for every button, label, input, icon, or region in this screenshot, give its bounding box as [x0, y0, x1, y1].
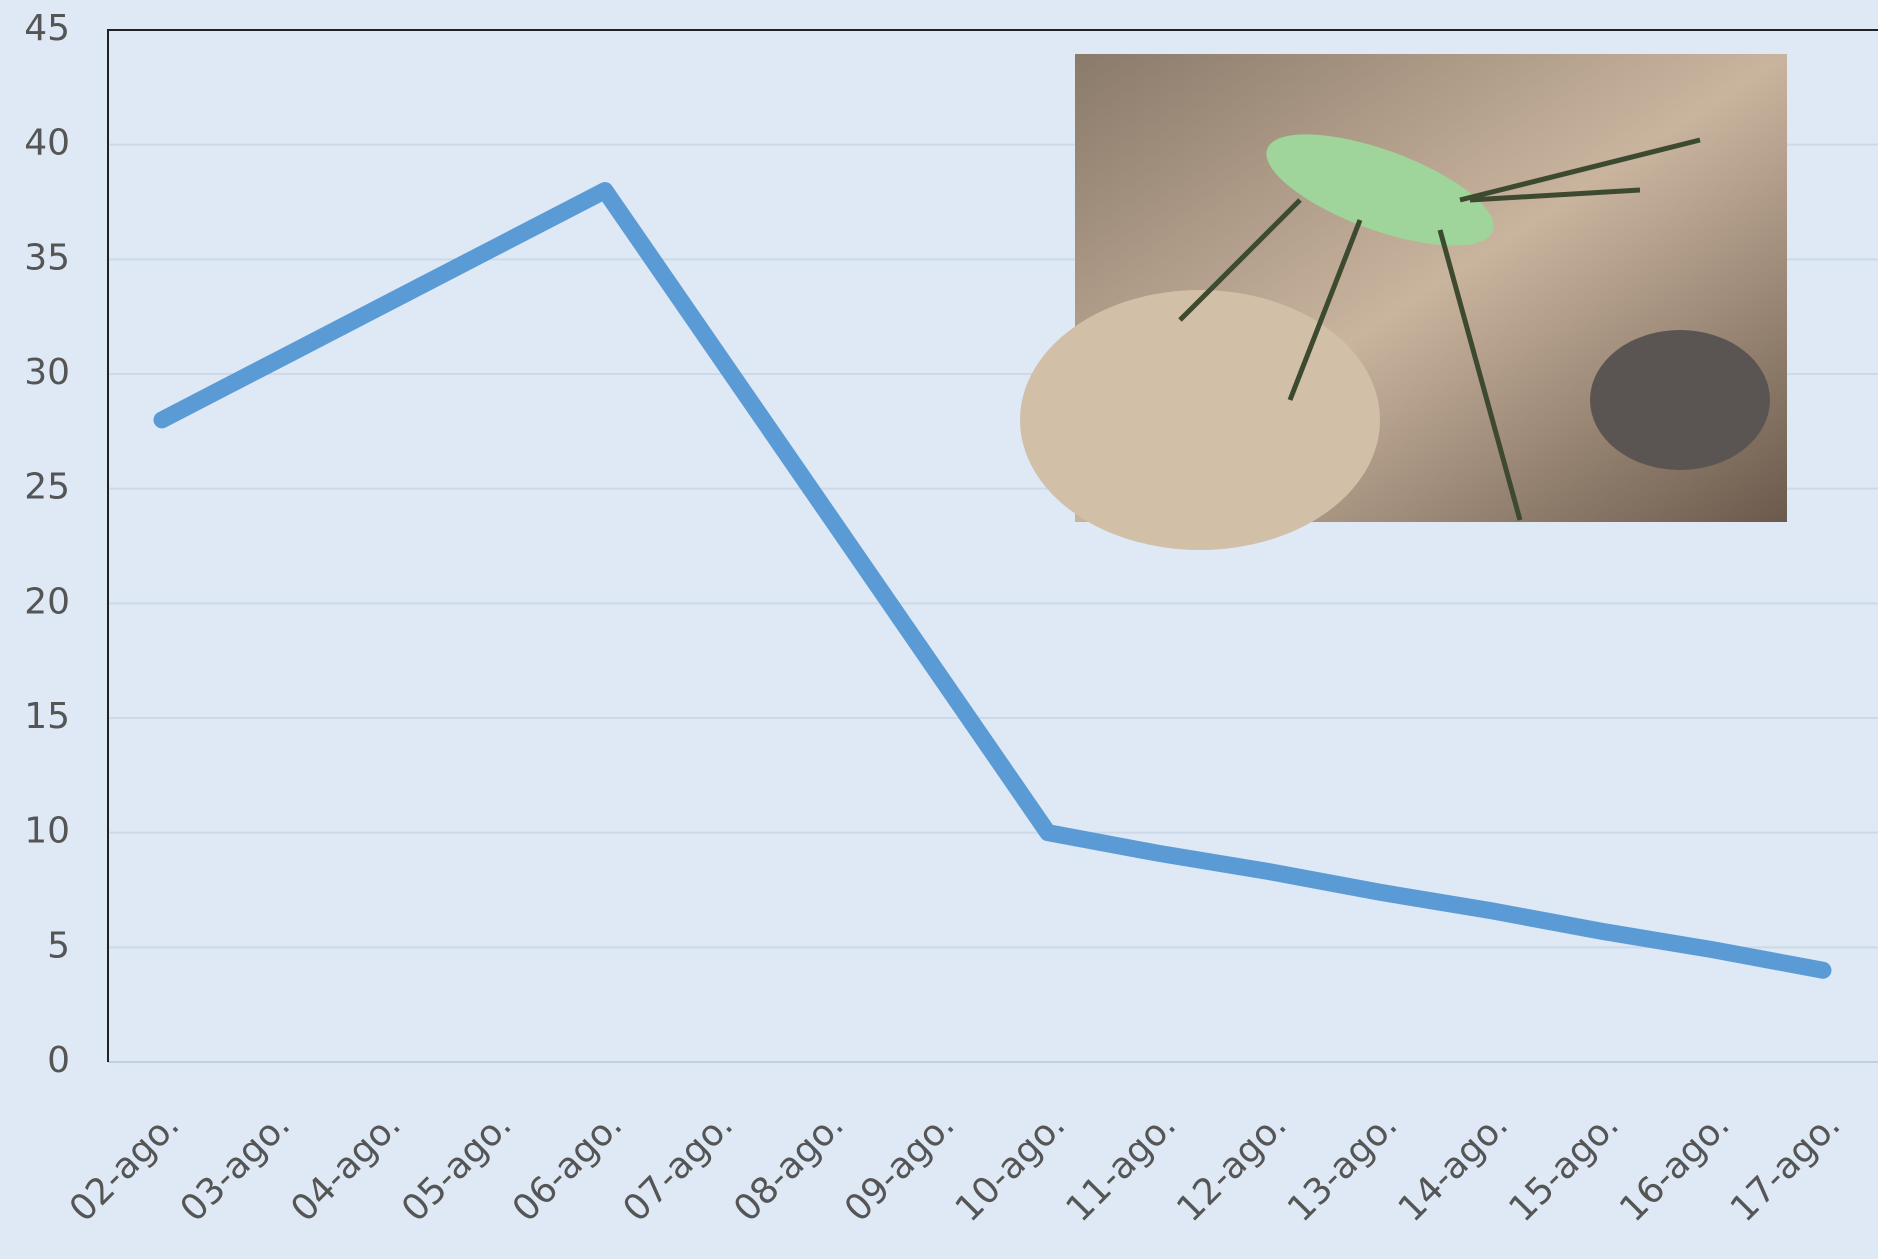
y-tick-label: 30 [24, 352, 70, 393]
y-tick-label: 45 [24, 8, 70, 49]
y-tick-label: 10 [24, 811, 70, 852]
photo-rock [1590, 330, 1770, 470]
y-tick-label: 25 [24, 467, 70, 508]
y-tick-label: 20 [24, 581, 70, 622]
y-tick-label: 5 [47, 925, 70, 966]
y-tick-label: 35 [24, 237, 70, 278]
photo-rock [1020, 290, 1380, 550]
y-tick-label: 0 [47, 1040, 70, 1081]
photo [1020, 54, 1787, 550]
chart: 05101520253035404502-ago.03-ago.04-ago.0… [0, 0, 1878, 1259]
page: {"chart_data": {"type": "line", "categor… [0, 0, 1878, 1259]
y-tick-label: 40 [24, 123, 70, 164]
y-tick-label: 15 [24, 696, 70, 737]
